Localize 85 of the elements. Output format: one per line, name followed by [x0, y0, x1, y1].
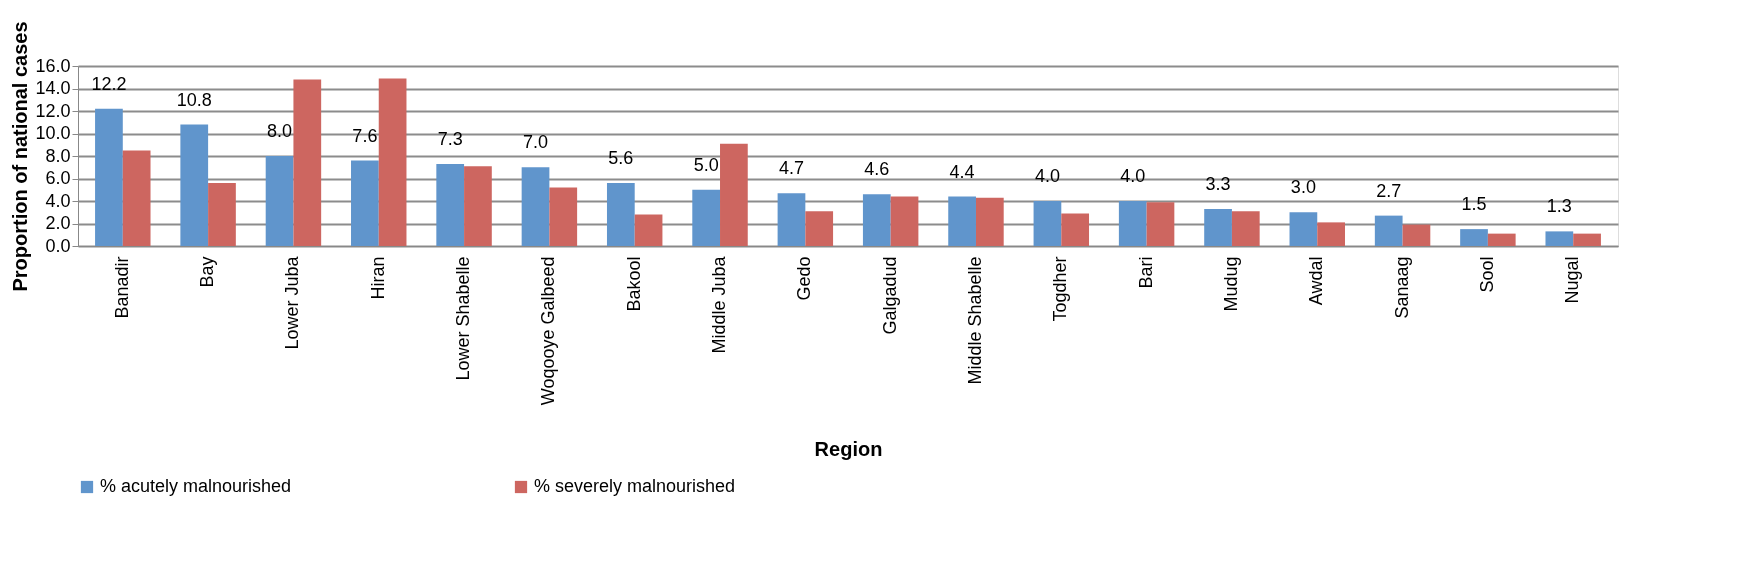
x-tick-label: Woqooye Galbeed: [538, 256, 559, 406]
bar: [180, 124, 209, 246]
x-axis-title: Region: [814, 438, 883, 461]
bar: [293, 79, 322, 246]
data-label: 2.7: [1376, 180, 1402, 201]
data-label: 10.8: [176, 89, 212, 110]
data-label: 4.0: [1120, 166, 1146, 186]
bar: [805, 211, 834, 246]
bar: [1460, 229, 1488, 246]
x-tick-label: Hiran: [367, 256, 388, 300]
bar: [1573, 233, 1601, 246]
x-tick-label: Middle Juba: [709, 255, 730, 354]
y-tick-label: 0.0: [45, 235, 71, 256]
x-tick-label: Mudug: [1220, 256, 1241, 312]
bar: [265, 156, 294, 246]
data-label: 3.0: [1290, 177, 1316, 198]
bar: [1118, 201, 1147, 246]
bar: [1061, 213, 1090, 246]
x-tick-label: Banadir: [111, 256, 132, 319]
bar: [208, 183, 236, 246]
bar: [436, 163, 465, 246]
x-tick-label: Sanaag: [1391, 256, 1412, 319]
bar: [1231, 211, 1260, 246]
bar: [890, 196, 919, 246]
bar: [95, 108, 123, 246]
x-tick-label: Bay: [197, 256, 218, 288]
bar: [692, 189, 721, 246]
bar: [720, 143, 748, 246]
data-label: 1.5: [1461, 194, 1487, 215]
bar: [549, 187, 578, 246]
y-tick-label: 6.0: [45, 168, 71, 188]
y-tick-label: 8.0: [45, 145, 71, 166]
bar: [122, 150, 151, 246]
data-label: 7.6: [352, 125, 378, 146]
bar: [606, 183, 635, 246]
bar: [1204, 208, 1232, 246]
x-tick-label: Bari: [1135, 256, 1156, 289]
bar: [351, 160, 379, 246]
bar: [1289, 212, 1318, 246]
x-tick-label: Gedo: [794, 256, 815, 301]
data-label: 4.4: [949, 161, 975, 182]
x-tick-label: Togdher: [1050, 256, 1071, 322]
bar: [1402, 224, 1431, 246]
y-tick-label: 14.0: [35, 78, 71, 98]
bar: [1033, 201, 1062, 246]
x-tick-label: Lower Shabelle: [453, 256, 474, 381]
bar: [1374, 215, 1403, 246]
y-tick-label: 2.0: [45, 213, 71, 233]
y-axis-title: Proportion of national cases: [9, 21, 32, 292]
bar: [777, 193, 806, 246]
y-tick-label: 4.0: [45, 190, 71, 211]
x-tick-label: Awdal: [1306, 256, 1327, 306]
bar: [1545, 231, 1574, 246]
data-label: 3.3: [1205, 173, 1231, 194]
data-label: 5.0: [693, 154, 719, 175]
y-tick-label: 10.0: [35, 123, 71, 143]
data-label: 4.7: [778, 158, 804, 179]
legend-label: % acutely malnourished: [100, 476, 292, 496]
bar: [1317, 222, 1345, 246]
data-label: 7.0: [523, 132, 549, 153]
bar: [464, 166, 492, 246]
x-tick-label: Galgadud: [879, 256, 900, 335]
data-label: 7.3: [437, 128, 463, 149]
data-label: 4.6: [864, 159, 890, 180]
bar: [521, 167, 550, 246]
data-label: 1.3: [1546, 196, 1572, 217]
x-tick-label: Sool: [1476, 256, 1497, 293]
bar: [1146, 202, 1175, 246]
data-label: 8.0: [267, 121, 293, 141]
bar: [975, 197, 1004, 246]
data-label: 5.6: [608, 148, 634, 168]
legend-label: % severely malnourished: [534, 476, 736, 496]
data-label: 12.2: [91, 73, 127, 94]
bar: [1487, 233, 1516, 246]
x-tick-label: Bakool: [623, 256, 644, 312]
bar: [378, 78, 407, 246]
y-tick-label: 16.0: [35, 55, 71, 76]
x-tick-label: Middle Shabelle: [964, 256, 985, 385]
data-label: 4.0: [1034, 166, 1060, 186]
x-tick-label: Lower Juba: [282, 255, 303, 350]
bar: [948, 196, 976, 246]
bar: [862, 194, 891, 246]
x-tick-label: Nugal: [1562, 256, 1583, 304]
bar: [634, 214, 663, 246]
y-tick-label: 12.0: [35, 100, 71, 121]
